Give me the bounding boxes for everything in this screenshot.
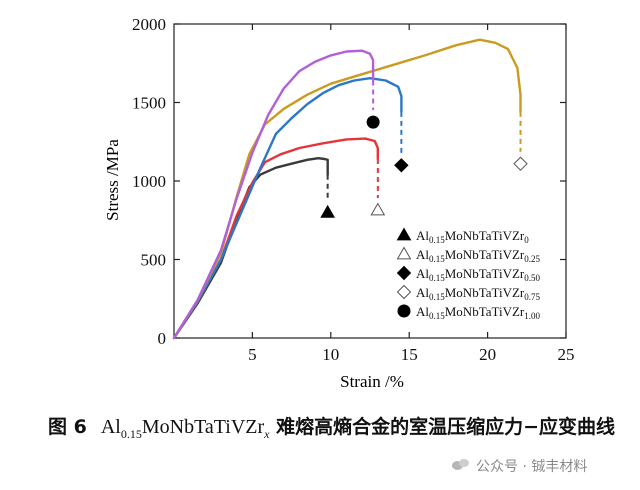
- x-tick-label: 5: [248, 345, 257, 364]
- legend-marker-3: [396, 284, 412, 300]
- failure-marker-2: [394, 158, 409, 173]
- legend-marker-1: [396, 246, 412, 260]
- failure-marker-3: [513, 156, 528, 171]
- legend-label-4: Al0.15MoNbTaTiVZr1.00: [416, 304, 541, 321]
- failure-marker-1: [370, 202, 386, 216]
- watermark: 公众号 · 铖丰材料: [452, 456, 587, 476]
- chart-axes: 5 10 15 20 25 0 500 1000 1500 2000: [132, 15, 575, 364]
- series-line-4: [172, 49, 375, 340]
- figure-caption: 图 6 Al0.15MoNbTaTiVZrx 难熔高熵合金的室温压缩应力−应变曲线: [48, 412, 638, 449]
- legend-marker-2: [396, 265, 412, 281]
- y-tick-label: 1000: [132, 172, 166, 191]
- legend-marker-4: [397, 304, 411, 318]
- caption-text: 难熔高熵合金的室温压缩应力−应变曲线: [269, 416, 616, 438]
- watermark-text: 公众号 · 铖丰材料: [476, 459, 588, 475]
- x-tick-label: 15: [401, 345, 418, 364]
- x-tick-label: 10: [322, 345, 339, 364]
- x-tick-label: 25: [558, 345, 575, 364]
- y-axis-label: Stress /MPa: [103, 139, 122, 221]
- y-tick-label: 500: [141, 251, 167, 270]
- legend-label-3: Al0.15MoNbTaTiVZr0.75: [416, 285, 541, 302]
- legend-label-1: Al0.15MoNbTaTiVZr0.25: [416, 247, 541, 264]
- chart-series: [172, 38, 522, 340]
- y-tick-label: 1500: [132, 94, 166, 113]
- wechat-icon: [452, 459, 470, 473]
- y-tick-label: 2000: [132, 15, 166, 34]
- chart-legend: Al0.15MoNbTaTiVZr0 Al0.15MoNbTaTiVZr0.25 A…: [396, 227, 541, 321]
- failure-marker-0: [320, 204, 336, 218]
- x-axis-label: Strain /%: [340, 372, 404, 391]
- stress-strain-chart: 5 10 15 20 25 0 500 1000 1500 2000 Al0.15MoNbTaTi…: [103, 15, 575, 391]
- legend-label-0: Al0.15MoNbTaTiVZr0: [416, 228, 529, 245]
- figure-label: 图 6: [48, 416, 87, 438]
- caption-formula: Al0.15MoNbTaTiVZrx: [100, 416, 270, 441]
- legend-label-2: Al0.15MoNbTaTiVZr0.50: [416, 266, 541, 283]
- failure-marker-4: [366, 115, 380, 129]
- series-line-0: [172, 156, 329, 340]
- chart-markers: [320, 115, 528, 218]
- legend-marker-0: [396, 227, 412, 241]
- y-tick-label: 0: [158, 329, 167, 348]
- series-line-2: [172, 76, 403, 340]
- x-tick-label: 20: [479, 345, 496, 364]
